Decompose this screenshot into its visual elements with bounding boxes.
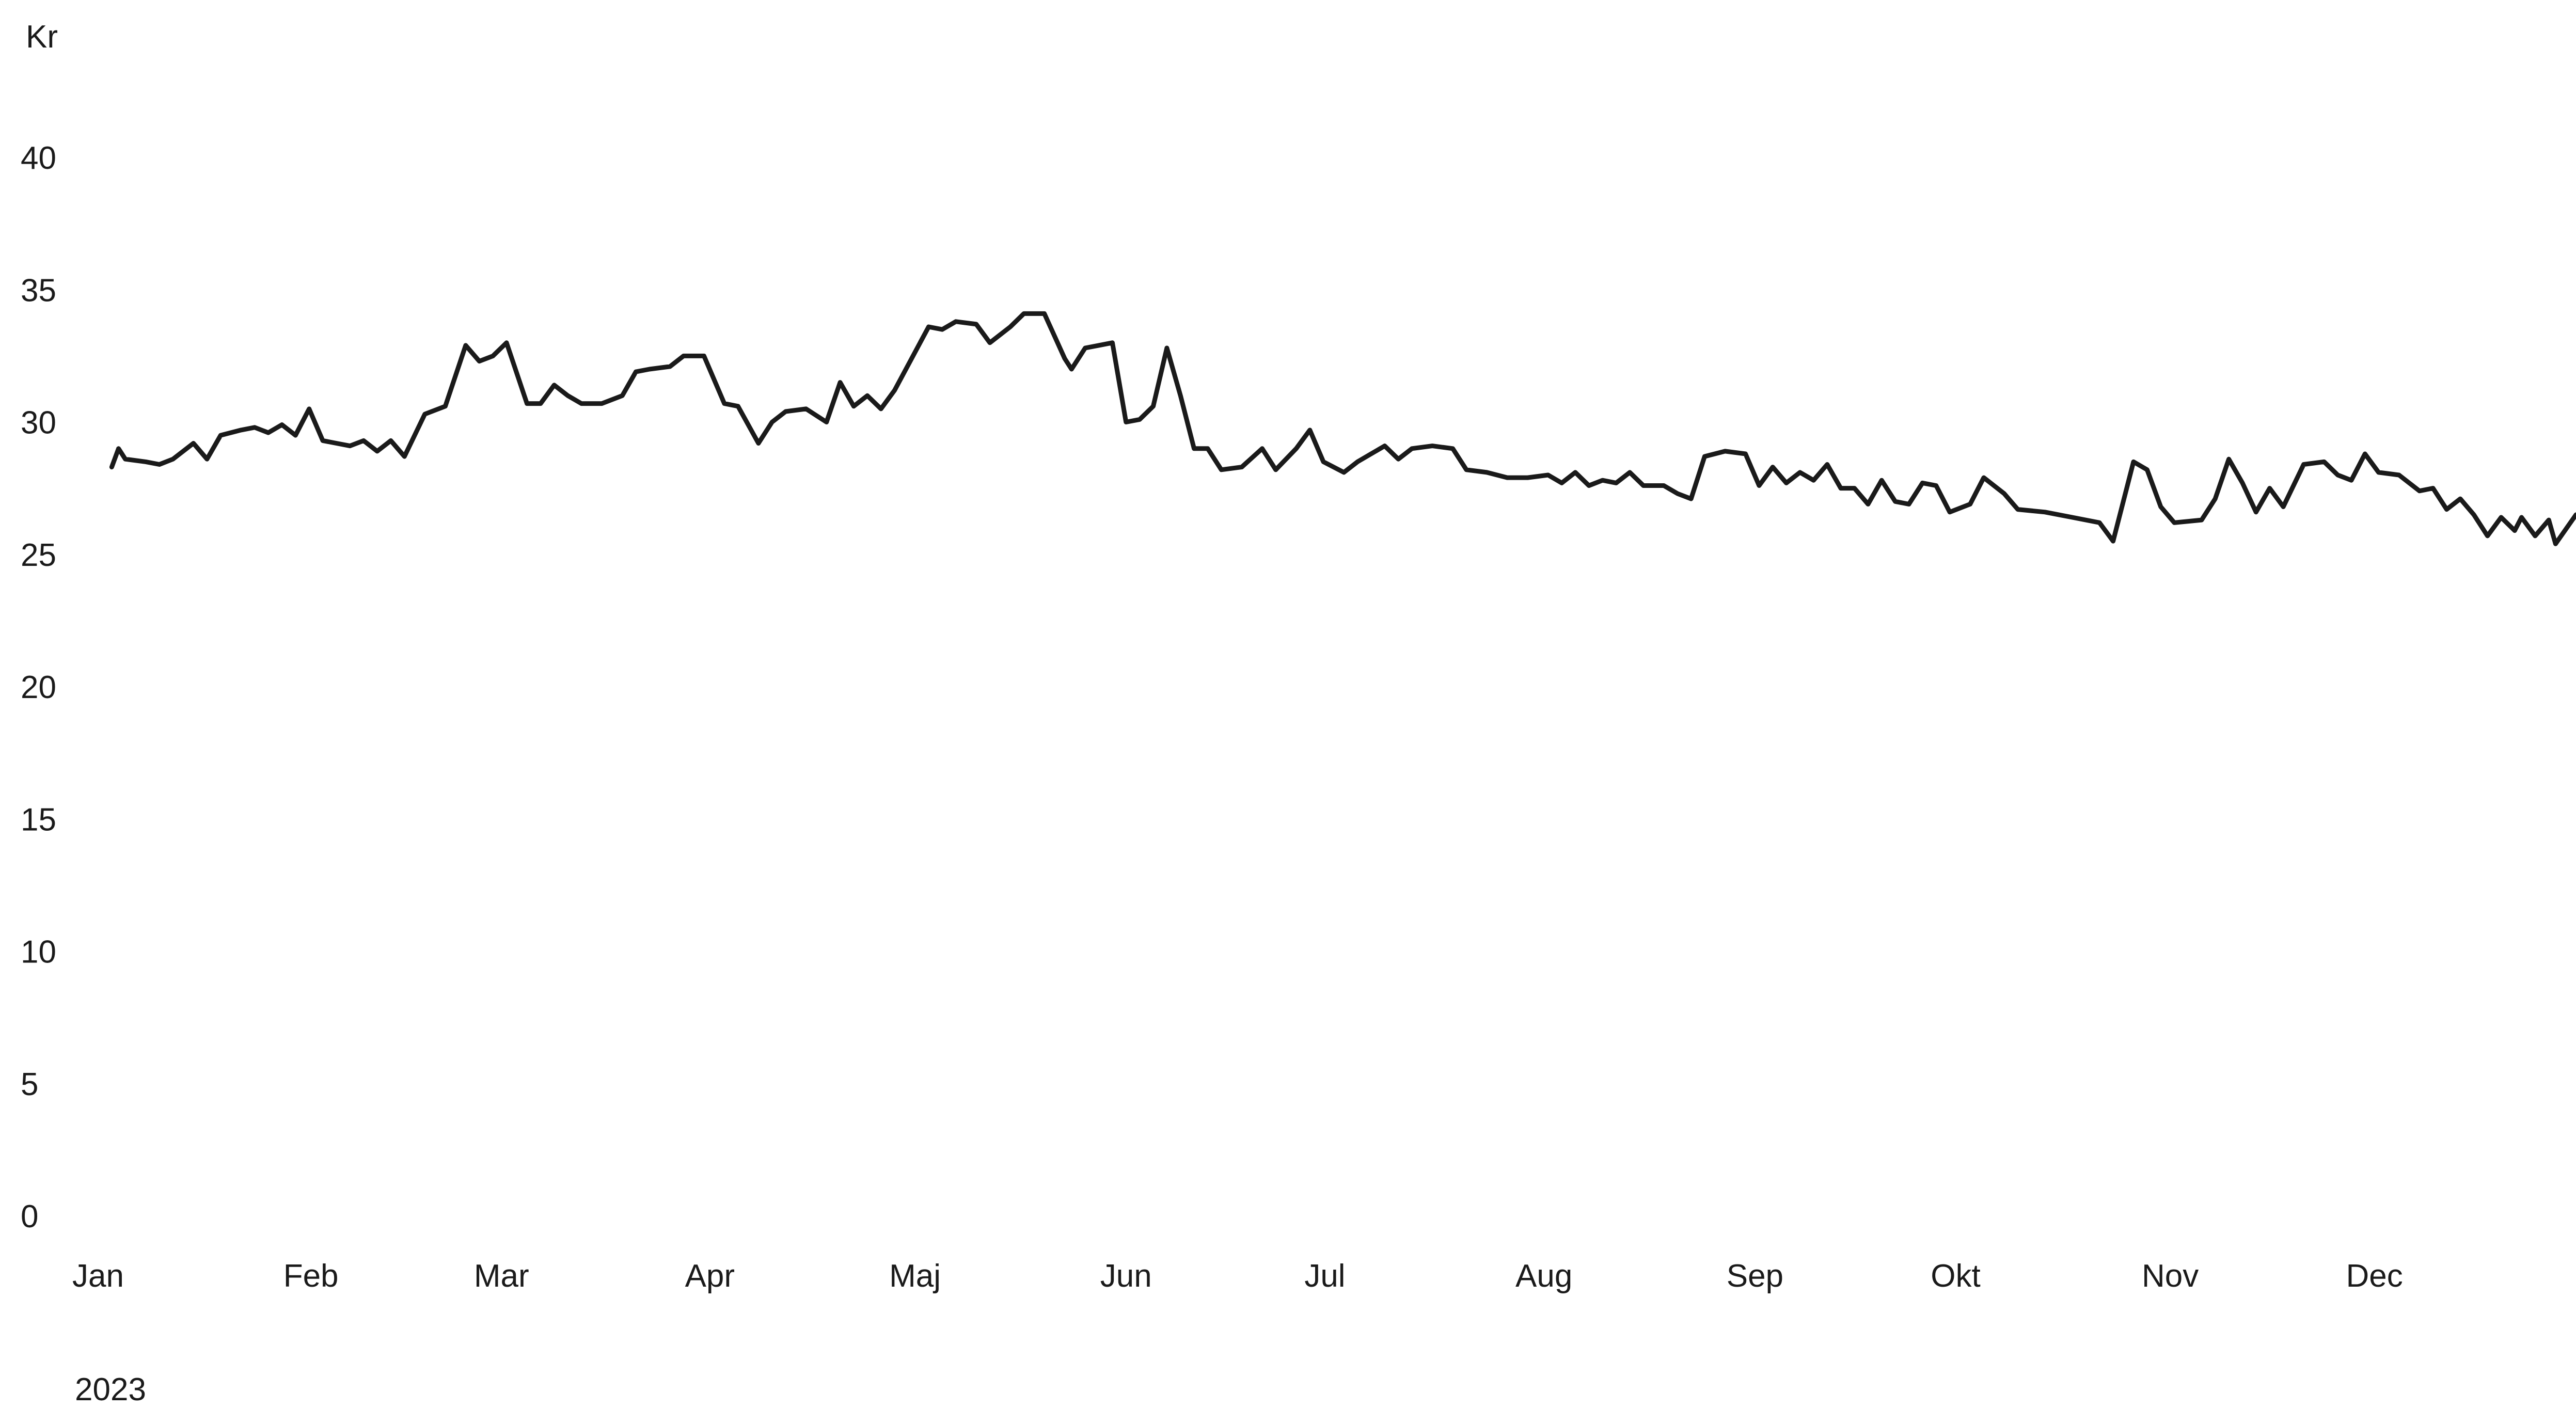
x-tick-label: Dec	[2346, 1258, 2403, 1294]
y-axis-unit-label: Kr	[26, 19, 58, 55]
y-tick-label: 35	[21, 273, 56, 308]
y-tick-label: 30	[21, 405, 56, 441]
y-tick-label: 0	[21, 1199, 38, 1235]
x-tick-label: Apr	[685, 1258, 735, 1294]
x-tick-label: Nov	[2142, 1258, 2199, 1294]
x-tick-label: Feb	[283, 1258, 339, 1294]
x-tick-label: Jun	[1100, 1258, 1152, 1294]
y-axis: 0 5 10 15 20 25 30 35 40	[21, 140, 56, 1235]
y-tick-label: 5	[21, 1067, 38, 1102]
x-tick-label: Aug	[1515, 1258, 1572, 1294]
x-tick-label: Jul	[1304, 1258, 1345, 1294]
x-tick-label: Mar	[474, 1258, 529, 1294]
y-tick-label: 20	[21, 670, 56, 705]
y-tick-label: 25	[21, 537, 56, 573]
y-tick-label: 15	[21, 802, 56, 837]
y-tick-label: 40	[21, 140, 56, 176]
plot-area	[109, 311, 2576, 546]
x-axis: Jan Feb Mar Apr Maj Jun Jul Aug Sep Okt Nov Dec	[72, 1258, 2403, 1294]
series-line	[109, 311, 2576, 546]
x-tick-label: Sep	[1727, 1258, 1783, 1294]
x-tick-label: Maj	[889, 1258, 941, 1294]
y-tick-label: 10	[21, 935, 56, 970]
x-tick-label: Jan	[72, 1258, 124, 1294]
x-tick-label: Okt	[1931, 1258, 1980, 1294]
year-label: 2023	[75, 1372, 146, 1407]
